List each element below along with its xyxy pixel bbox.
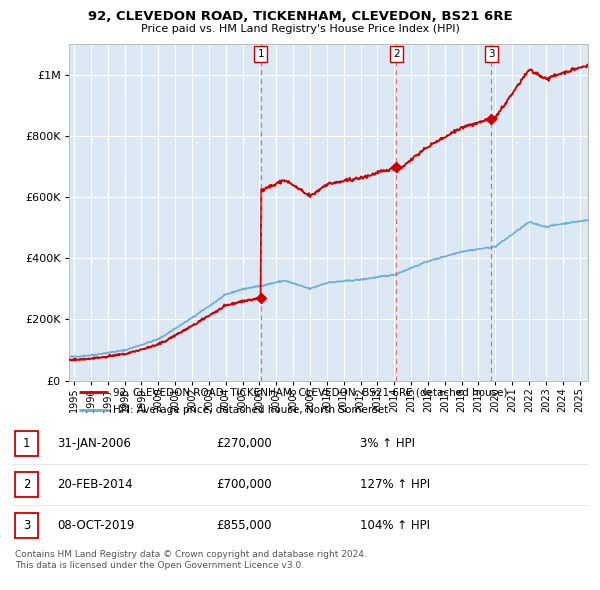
Text: 3% ↑ HPI: 3% ↑ HPI <box>360 437 415 450</box>
Text: Price paid vs. HM Land Registry's House Price Index (HPI): Price paid vs. HM Land Registry's House … <box>140 24 460 34</box>
Text: 31-JAN-2006: 31-JAN-2006 <box>57 437 131 450</box>
Text: 1: 1 <box>23 437 30 450</box>
Text: HPI: Average price, detached house, North Somerset: HPI: Average price, detached house, Nort… <box>113 405 388 415</box>
Text: 3: 3 <box>23 519 30 532</box>
Text: 2: 2 <box>23 478 30 491</box>
Text: 92, CLEVEDON ROAD, TICKENHAM, CLEVEDON, BS21 6RE (detached house): 92, CLEVEDON ROAD, TICKENHAM, CLEVEDON, … <box>113 388 508 398</box>
Text: 127% ↑ HPI: 127% ↑ HPI <box>360 478 430 491</box>
Text: £700,000: £700,000 <box>216 478 272 491</box>
Text: £270,000: £270,000 <box>216 437 272 450</box>
Text: 2: 2 <box>393 50 400 60</box>
Text: 92, CLEVEDON ROAD, TICKENHAM, CLEVEDON, BS21 6RE: 92, CLEVEDON ROAD, TICKENHAM, CLEVEDON, … <box>88 10 512 23</box>
Text: 08-OCT-2019: 08-OCT-2019 <box>57 519 134 532</box>
Text: 20-FEB-2014: 20-FEB-2014 <box>57 478 133 491</box>
Text: This data is licensed under the Open Government Licence v3.0.: This data is licensed under the Open Gov… <box>15 560 304 569</box>
Text: Contains HM Land Registry data © Crown copyright and database right 2024.: Contains HM Land Registry data © Crown c… <box>15 550 367 559</box>
Text: 1: 1 <box>257 50 264 60</box>
Text: 104% ↑ HPI: 104% ↑ HPI <box>360 519 430 532</box>
Text: £855,000: £855,000 <box>216 519 271 532</box>
Text: 3: 3 <box>488 50 495 60</box>
